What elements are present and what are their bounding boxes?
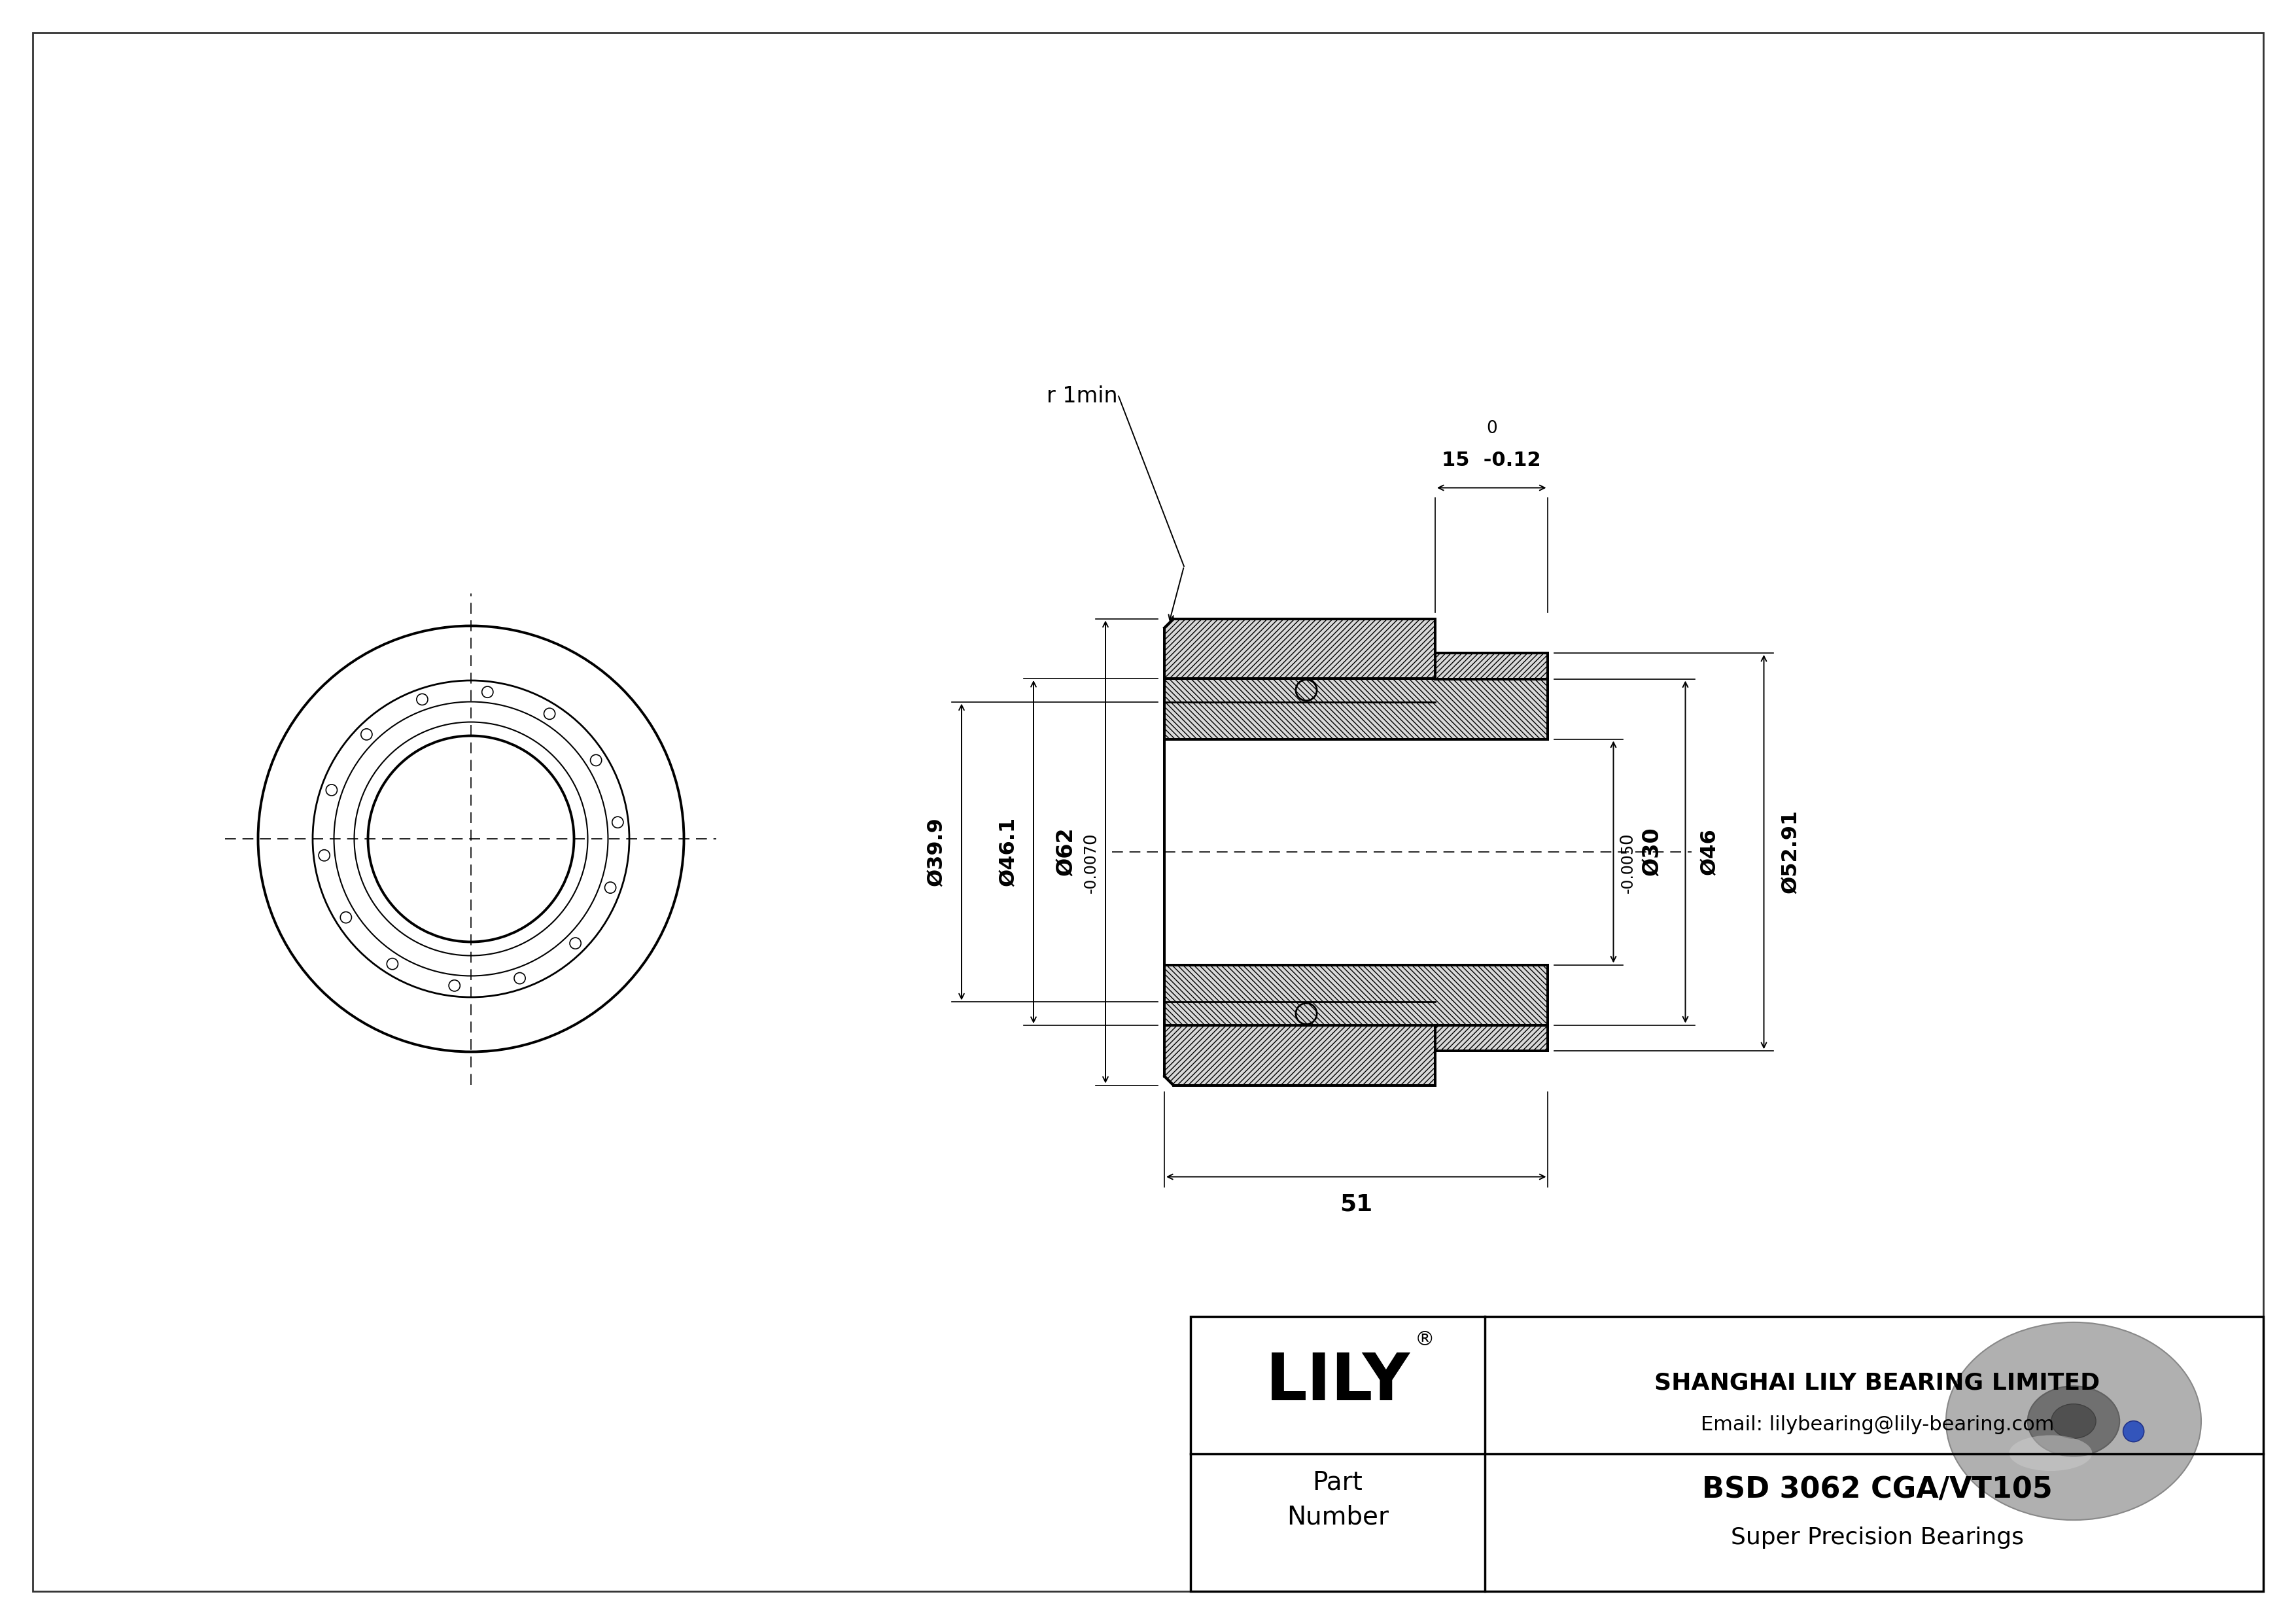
Text: Ø62: Ø62 [1056, 828, 1077, 877]
Text: Part
Number: Part Number [1286, 1470, 1389, 1530]
Text: Ø46: Ø46 [1699, 828, 1720, 875]
Polygon shape [1164, 965, 1548, 1025]
Text: BSD 3062 CGA/VT105: BSD 3062 CGA/VT105 [1701, 1476, 2053, 1504]
Text: 0: 0 [1619, 833, 1637, 844]
Text: Ø39.9: Ø39.9 [928, 817, 946, 887]
Text: Ø46.1: Ø46.1 [999, 817, 1019, 887]
Text: Email: lilybearing@lily-bearing.com: Email: lilybearing@lily-bearing.com [1701, 1415, 2055, 1434]
Text: ®: ® [1414, 1330, 1435, 1350]
Text: r 1min: r 1min [1047, 385, 1118, 408]
Ellipse shape [2009, 1436, 2092, 1471]
Text: Super Precision Bearings: Super Precision Bearings [1731, 1527, 2023, 1549]
Bar [1192, 1317, 2264, 1592]
Text: -0.005: -0.005 [1621, 843, 1635, 893]
Polygon shape [1164, 619, 1548, 702]
Ellipse shape [1947, 1322, 2202, 1520]
Polygon shape [1164, 1002, 1548, 1085]
Text: Ø52.91: Ø52.91 [1782, 810, 1802, 893]
Text: -0.007: -0.007 [1084, 843, 1100, 893]
Text: 51: 51 [1341, 1194, 1373, 1215]
Text: SHANGHAI LILY BEARING LIMITED: SHANGHAI LILY BEARING LIMITED [1655, 1372, 2101, 1395]
Ellipse shape [2050, 1403, 2096, 1439]
Ellipse shape [2027, 1385, 2119, 1457]
Polygon shape [1164, 679, 1548, 739]
Text: Ø30: Ø30 [1642, 828, 1665, 877]
Circle shape [2124, 1421, 2144, 1442]
Text: 15  -0.12: 15 -0.12 [1442, 451, 1541, 469]
Text: LILY: LILY [1265, 1350, 1410, 1413]
Text: 0: 0 [1084, 833, 1100, 844]
Text: 0: 0 [1486, 421, 1497, 437]
